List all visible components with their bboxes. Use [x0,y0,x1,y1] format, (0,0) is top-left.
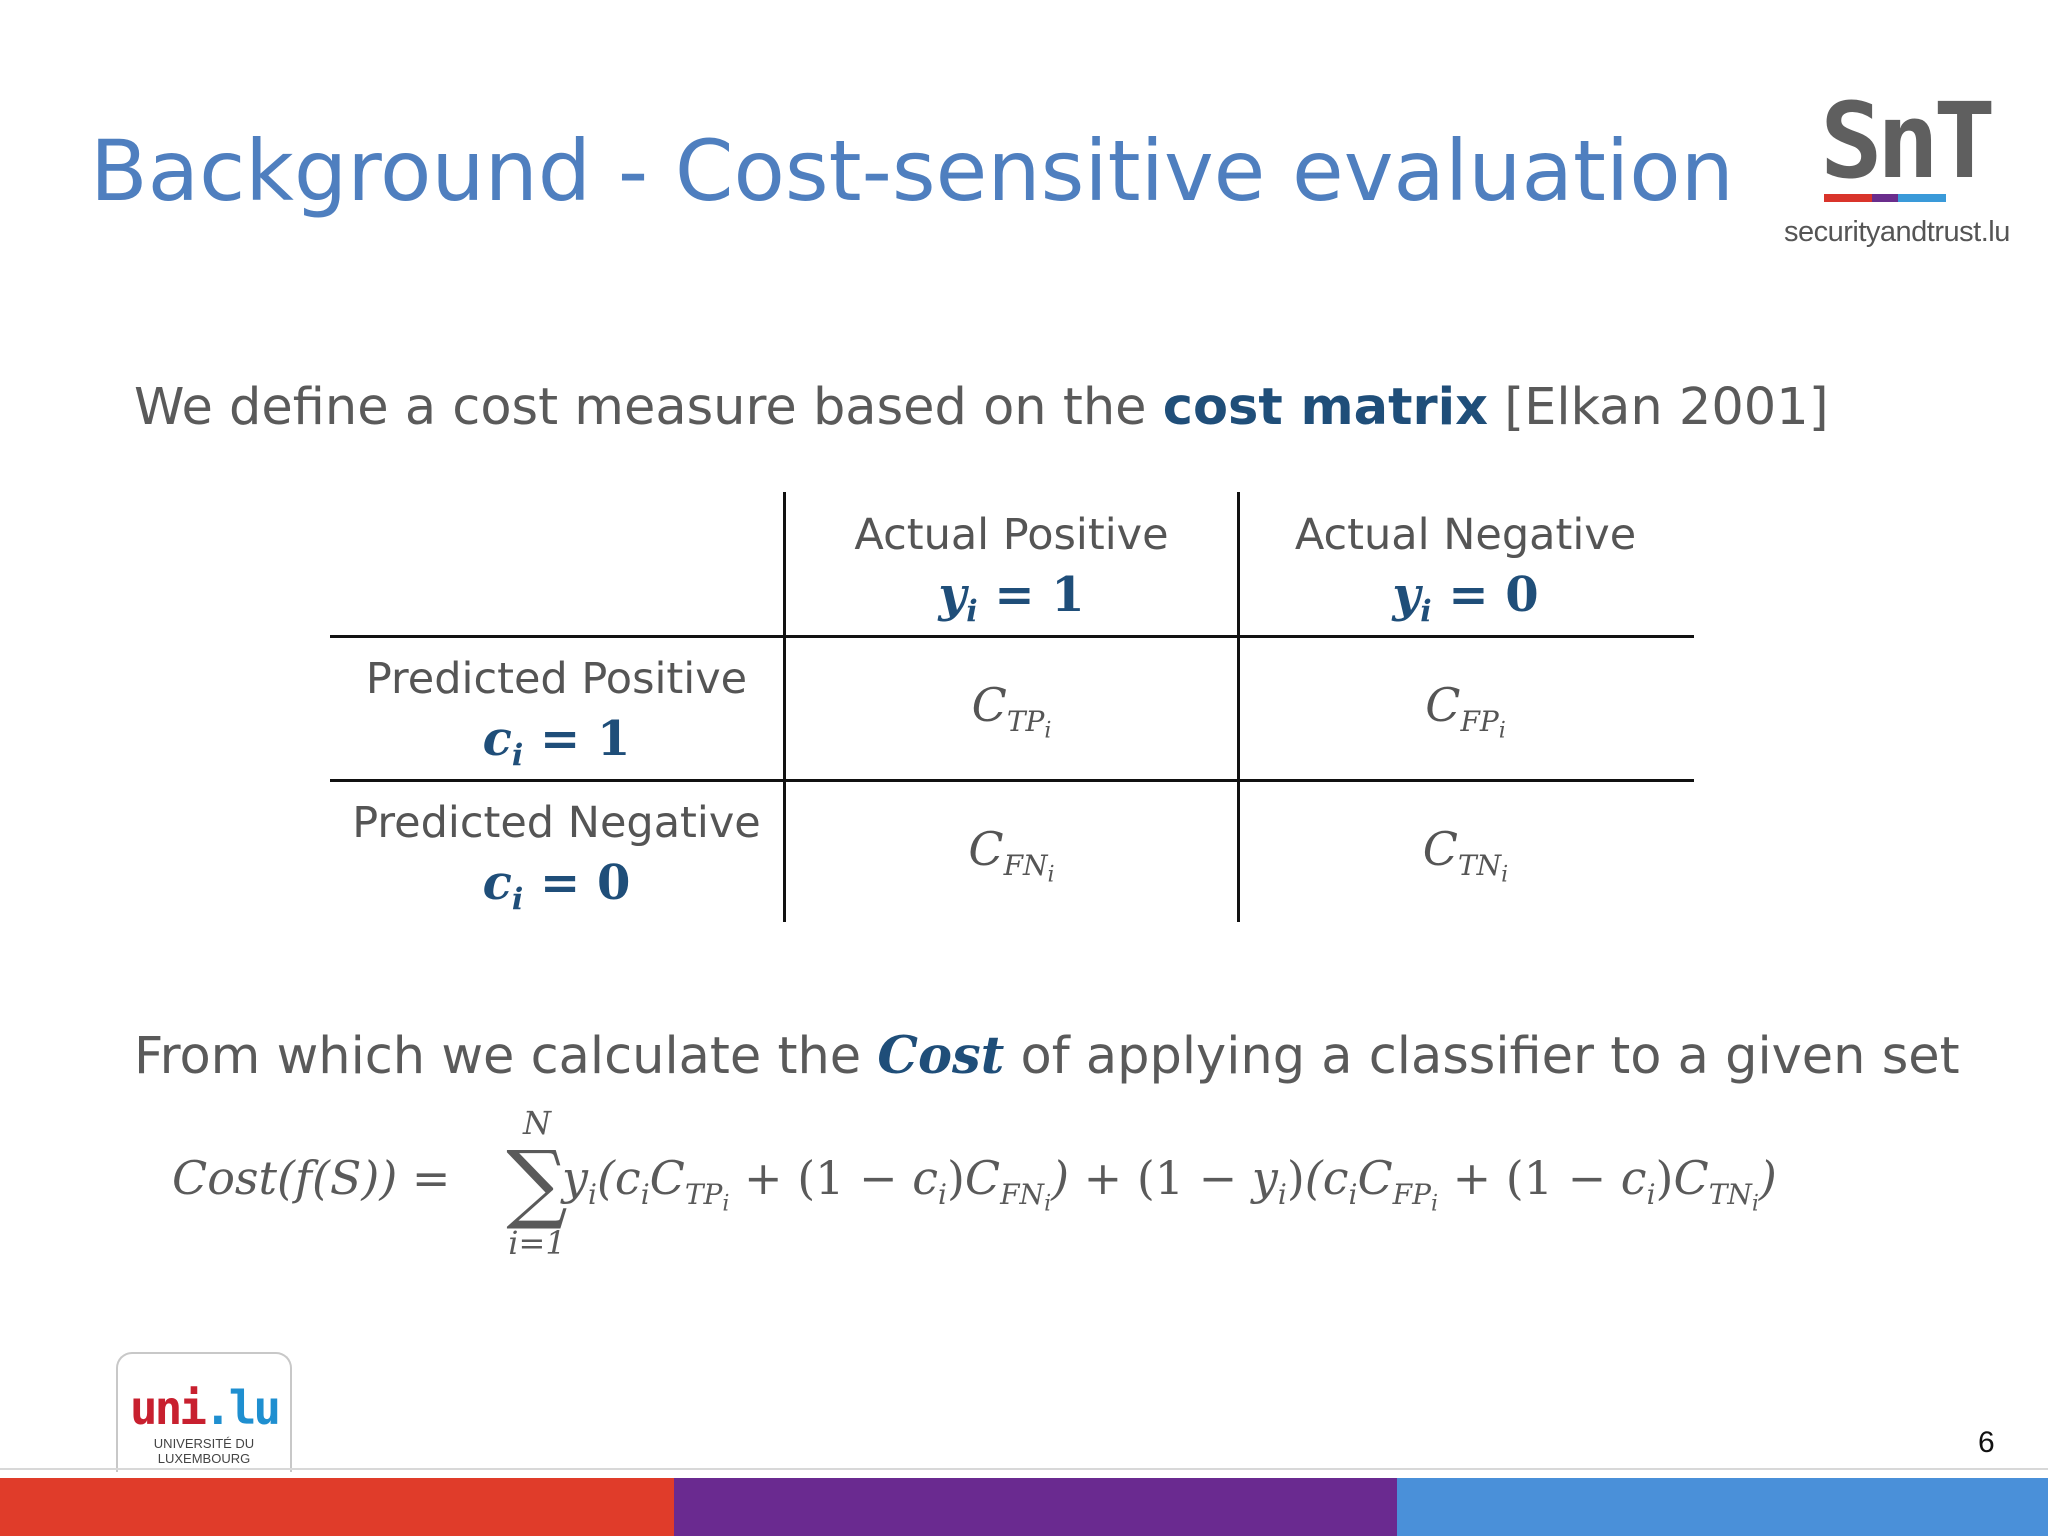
cost-term: Cost [877,1026,1005,1086]
cell-c-fn: CFNi [968,822,1055,888]
snt-logo-bars [1824,194,1946,202]
footer-bar-red [0,1478,674,1536]
cost-matrix-table: Actual Positive yi = 1 Actual Negative y… [330,492,1694,922]
summation-symbol: N ∑ i=1 [506,1104,568,1262]
header-actual-negative: Actual Negative yi = 0 [1294,510,1637,630]
column-divider [783,492,786,922]
intro-line: We define a cost measure based on the co… [134,378,1829,437]
row-divider [330,635,1694,638]
university-logo-text: UNIVERSITÉ DU LUXEMBOURG [153,1436,255,1466]
formula-lhs: Cost(f(S)) = [172,1151,451,1205]
cell-c-tp: CTPi [971,678,1052,744]
column-divider [1237,492,1240,922]
page-number: 6 [1978,1426,1995,1459]
snt-logo: SnT securityandtrust.lu [1778,80,2010,255]
row-predicted-positive: Predicted Positive ci = 1 [365,654,748,774]
row-predicted-negative: Predicted Negative ci = 0 [352,798,761,918]
cost-matrix-term: cost matrix [1162,378,1488,437]
calc-line: From which we calculate the Cost of appl… [134,1026,1960,1086]
row-divider [330,779,1694,782]
footer-bar-purple [674,1478,1397,1536]
university-logo: uni.lu UNIVERSITÉ DU LUXEMBOURG [116,1352,292,1472]
header-actual-positive: Actual Positive yi = 1 [854,510,1169,630]
footer-bar-blue [1397,1478,2048,1536]
cell-c-tn: CTNi [1422,822,1509,888]
snt-logo-domain: securityandtrust.lu [1784,216,2010,248]
footer-divider [0,1468,2048,1470]
footer-color-bar [0,1478,2048,1536]
snt-logo-letters: SnT [1820,80,1996,202]
slide-title: Background - Cost-sensitive evaluation [90,122,1734,220]
formula-rhs: yi(ciCTPi + (1 − ci)CFNi) + (1 − yi)(ciC… [562,1151,1777,1217]
cell-c-fp: CFPi [1425,678,1506,744]
cost-formula: Cost(f(S)) = N ∑ i=1 yi(ciCTPi + (1 − ci… [172,1105,1872,1265]
university-logo-mark: uni.lu [129,1381,281,1435]
